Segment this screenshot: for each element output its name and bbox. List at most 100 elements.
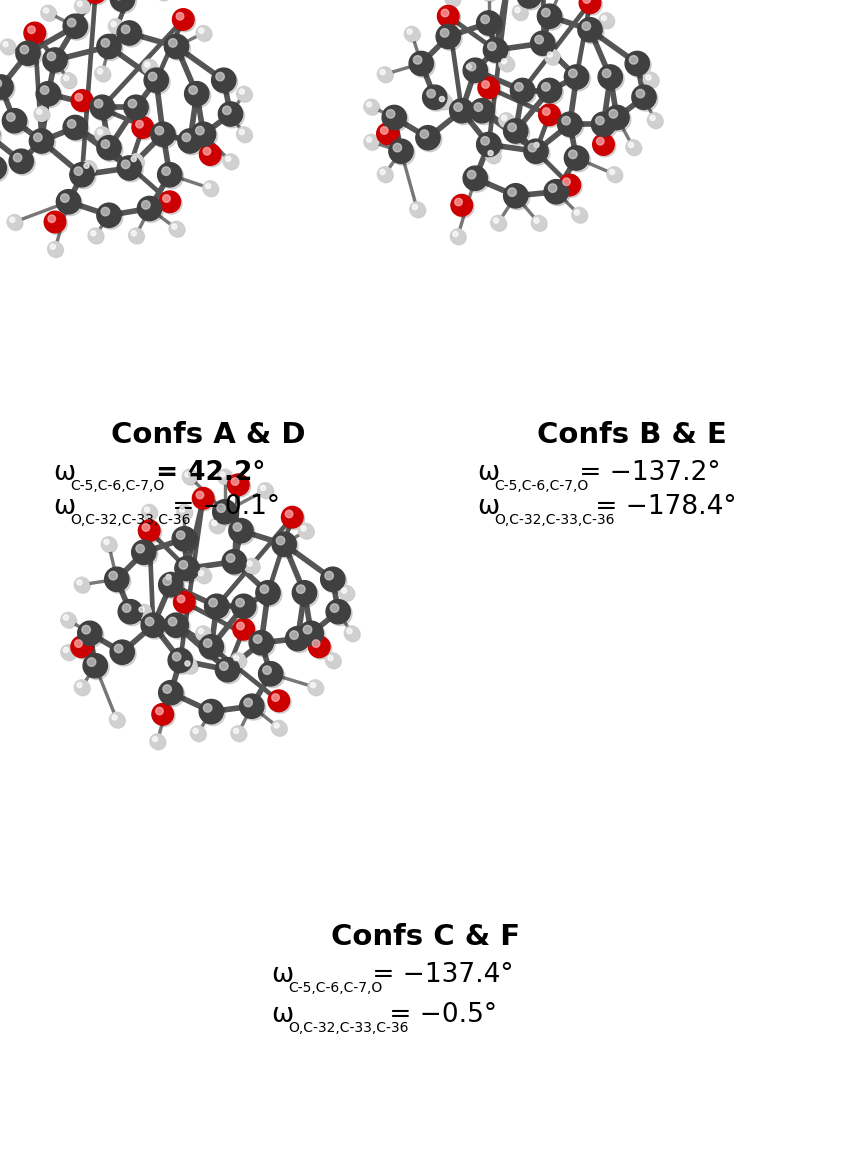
Circle shape bbox=[465, 62, 480, 77]
Circle shape bbox=[199, 570, 204, 576]
Circle shape bbox=[75, 0, 89, 14]
Circle shape bbox=[646, 75, 651, 80]
Circle shape bbox=[67, 18, 76, 27]
Circle shape bbox=[182, 133, 191, 142]
Circle shape bbox=[648, 113, 662, 128]
Circle shape bbox=[643, 73, 659, 87]
Circle shape bbox=[424, 87, 449, 111]
Circle shape bbox=[72, 164, 96, 189]
Circle shape bbox=[172, 9, 194, 30]
Circle shape bbox=[627, 53, 651, 77]
Circle shape bbox=[145, 62, 150, 67]
Circle shape bbox=[269, 691, 291, 713]
Circle shape bbox=[625, 51, 649, 76]
Circle shape bbox=[153, 123, 177, 148]
Circle shape bbox=[61, 73, 76, 88]
Circle shape bbox=[535, 36, 544, 44]
Circle shape bbox=[193, 487, 214, 509]
Circle shape bbox=[166, 36, 191, 60]
Circle shape bbox=[345, 627, 360, 642]
Circle shape bbox=[451, 195, 473, 216]
Circle shape bbox=[450, 228, 465, 243]
Circle shape bbox=[158, 681, 183, 705]
Circle shape bbox=[237, 87, 251, 102]
Circle shape bbox=[303, 625, 312, 634]
Circle shape bbox=[95, 66, 110, 81]
Circle shape bbox=[92, 97, 116, 121]
Circle shape bbox=[0, 123, 2, 148]
Circle shape bbox=[257, 583, 282, 607]
Circle shape bbox=[74, 680, 89, 695]
Circle shape bbox=[62, 74, 77, 89]
Circle shape bbox=[224, 552, 248, 576]
Circle shape bbox=[292, 580, 317, 605]
Circle shape bbox=[591, 112, 616, 136]
Circle shape bbox=[109, 571, 118, 580]
Circle shape bbox=[101, 38, 110, 47]
Circle shape bbox=[33, 133, 42, 142]
Circle shape bbox=[512, 80, 537, 105]
Circle shape bbox=[629, 142, 634, 148]
Circle shape bbox=[567, 148, 590, 172]
Circle shape bbox=[44, 50, 69, 74]
Circle shape bbox=[510, 78, 535, 103]
Circle shape bbox=[204, 594, 229, 619]
Circle shape bbox=[232, 727, 247, 742]
Circle shape bbox=[232, 654, 247, 669]
Circle shape bbox=[546, 51, 561, 66]
Circle shape bbox=[143, 615, 167, 639]
Circle shape bbox=[220, 104, 245, 128]
Circle shape bbox=[410, 202, 424, 217]
Circle shape bbox=[515, 83, 523, 91]
Circle shape bbox=[384, 107, 408, 132]
Circle shape bbox=[141, 504, 157, 519]
Circle shape bbox=[561, 117, 570, 125]
Circle shape bbox=[340, 586, 354, 601]
Circle shape bbox=[281, 507, 303, 529]
Circle shape bbox=[81, 160, 96, 175]
Circle shape bbox=[220, 662, 228, 670]
Circle shape bbox=[137, 196, 162, 220]
Circle shape bbox=[231, 726, 245, 741]
Circle shape bbox=[259, 484, 273, 499]
Circle shape bbox=[627, 141, 642, 156]
Circle shape bbox=[512, 5, 527, 20]
Circle shape bbox=[43, 47, 67, 73]
Text: Confs B & E: Confs B & E bbox=[538, 421, 727, 449]
Circle shape bbox=[164, 572, 178, 586]
Circle shape bbox=[38, 83, 62, 107]
Circle shape bbox=[539, 80, 563, 105]
Text: C-5,C-6,C-7,O: C-5,C-6,C-7,O bbox=[288, 981, 383, 995]
Circle shape bbox=[472, 100, 496, 125]
Text: O,C-32,C-33,C-36: O,C-32,C-33,C-36 bbox=[71, 514, 191, 527]
Circle shape bbox=[544, 180, 568, 204]
Circle shape bbox=[111, 713, 125, 728]
Circle shape bbox=[210, 518, 224, 533]
Circle shape bbox=[97, 136, 121, 160]
Circle shape bbox=[229, 518, 253, 542]
Circle shape bbox=[105, 567, 129, 592]
Circle shape bbox=[131, 157, 136, 162]
Circle shape bbox=[0, 158, 9, 182]
Circle shape bbox=[582, 22, 590, 30]
Circle shape bbox=[135, 120, 143, 128]
Circle shape bbox=[226, 157, 231, 162]
Circle shape bbox=[505, 121, 530, 145]
Circle shape bbox=[366, 102, 371, 107]
Circle shape bbox=[71, 636, 93, 658]
Circle shape bbox=[538, 5, 561, 29]
Circle shape bbox=[72, 91, 95, 113]
Circle shape bbox=[625, 140, 641, 155]
Circle shape bbox=[328, 655, 333, 661]
Circle shape bbox=[236, 599, 245, 607]
Circle shape bbox=[517, 0, 541, 8]
Circle shape bbox=[197, 27, 212, 42]
Circle shape bbox=[216, 658, 239, 682]
Circle shape bbox=[308, 680, 323, 695]
Circle shape bbox=[88, 228, 103, 243]
Circle shape bbox=[36, 82, 60, 106]
Circle shape bbox=[159, 190, 181, 212]
Circle shape bbox=[204, 182, 219, 197]
Circle shape bbox=[204, 639, 212, 647]
Circle shape bbox=[201, 145, 222, 167]
